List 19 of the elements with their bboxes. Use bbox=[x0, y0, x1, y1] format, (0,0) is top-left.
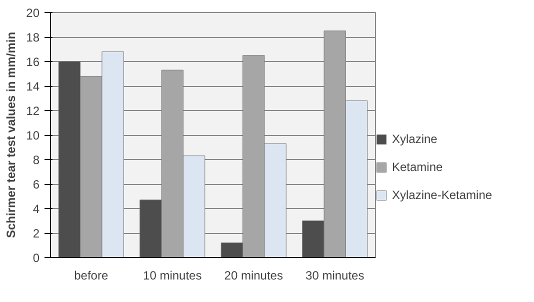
y-tick-label: 12 bbox=[26, 104, 40, 118]
y-tick-label: 14 bbox=[26, 80, 40, 94]
y-tick-label: 20 bbox=[26, 6, 40, 20]
legend-label: Ketamine bbox=[392, 160, 443, 174]
y-tick-label: 16 bbox=[26, 55, 40, 69]
y-tick-label: 2 bbox=[32, 226, 40, 240]
y-tick-label: 18 bbox=[26, 30, 40, 44]
y-tick-label: 0 bbox=[32, 251, 40, 265]
x-tick-label: 10 minutes bbox=[143, 268, 202, 282]
y-axis-title: Schirmer tear test values in mm/min bbox=[4, 32, 18, 238]
legend-label: Xylazine bbox=[392, 132, 438, 146]
x-tick-label: 30 minutes bbox=[306, 268, 364, 282]
x-tick-label: 20 minutes bbox=[224, 268, 283, 282]
y-tick-label: 6 bbox=[32, 178, 40, 192]
y-tick-label: 10 bbox=[26, 128, 40, 142]
x-tick-label: before bbox=[74, 268, 108, 282]
legend-label: Xylazine-Ketamine bbox=[392, 188, 492, 202]
y-tick-label: 4 bbox=[32, 202, 40, 216]
y-tick-label: 8 bbox=[32, 153, 40, 167]
